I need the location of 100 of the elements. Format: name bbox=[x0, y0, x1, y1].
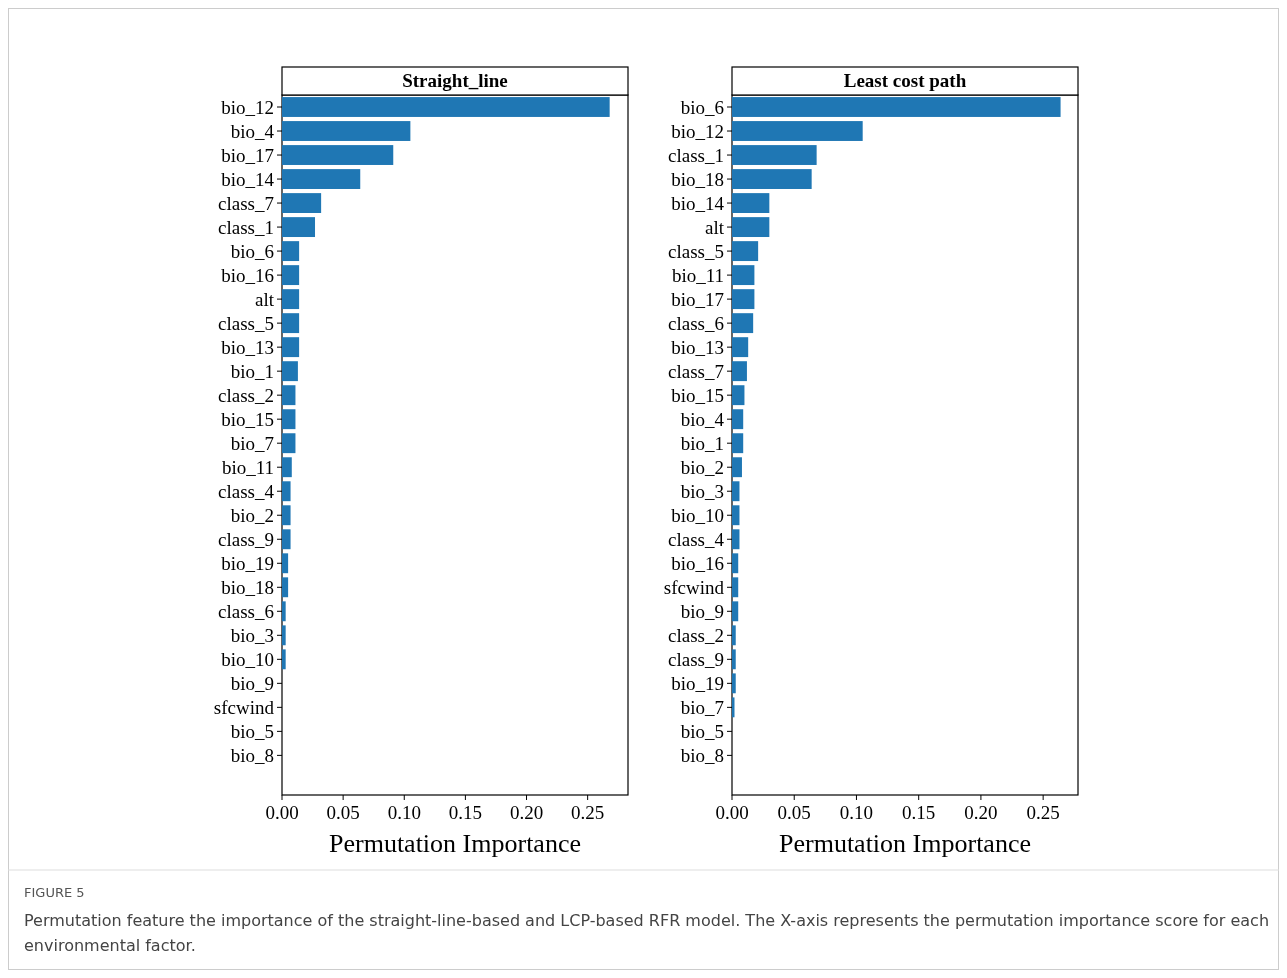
x-tick-label: 0.10 bbox=[839, 802, 874, 823]
y-tick-label: bio_10 bbox=[671, 504, 724, 526]
y-tick-label: bio_19 bbox=[221, 552, 274, 574]
y-tick-label: bio_16 bbox=[221, 264, 274, 286]
bar bbox=[282, 289, 300, 310]
bar bbox=[282, 169, 361, 189]
y-tick-label: bio_15 bbox=[671, 384, 724, 406]
y-tick-label: bio_19 bbox=[671, 672, 724, 694]
text: Permutation feature the importance of the straight-line-based and LCP-based RFR model. The X-axis represents the permutation importance score for each environmental factor. bbox=[24, 911, 1270, 955]
bar bbox=[282, 337, 300, 358]
bar bbox=[732, 505, 740, 526]
y-tick-label: bio_12 bbox=[221, 96, 274, 118]
y-tick-label: class_2 bbox=[668, 624, 724, 646]
bar bbox=[282, 577, 289, 598]
y-tick-label: bio_14 bbox=[221, 168, 275, 190]
y-tick-label: class_1 bbox=[218, 216, 274, 238]
bar bbox=[732, 649, 736, 670]
x-axis-title: Permutation Importance bbox=[779, 829, 1031, 858]
y-tick-label: class_1 bbox=[668, 144, 724, 166]
y-tick-label: bio_9 bbox=[230, 672, 274, 694]
y-tick-label: bio_14 bbox=[671, 192, 725, 214]
bar bbox=[282, 217, 316, 238]
y-tick-label: class_5 bbox=[668, 240, 724, 262]
y-tick-label: bio_5 bbox=[680, 721, 724, 743]
bar bbox=[282, 145, 394, 165]
bar bbox=[732, 289, 755, 310]
bar bbox=[282, 409, 296, 430]
bar bbox=[282, 529, 291, 550]
y-tick-label: bio_17 bbox=[221, 144, 274, 166]
y-tick-label: bio_16 bbox=[671, 552, 724, 574]
y-tick-label: bio_2 bbox=[680, 456, 724, 478]
y-tick-label: alt bbox=[705, 216, 725, 238]
bar bbox=[732, 481, 740, 502]
bar bbox=[732, 313, 754, 334]
bar bbox=[282, 121, 411, 141]
bar bbox=[732, 529, 740, 550]
y-tick-label: bio_15 bbox=[221, 408, 274, 430]
y-tick-label: class_7 bbox=[668, 360, 724, 382]
y-tick-label: sfcwind bbox=[213, 697, 275, 718]
y-tick-label: bio_4 bbox=[230, 120, 275, 142]
y-tick-label: bio_2 bbox=[230, 504, 274, 526]
bar bbox=[282, 457, 292, 478]
y-tick-label: bio_12 bbox=[671, 120, 724, 142]
x-tick-label: 0.25 bbox=[571, 802, 605, 823]
bar bbox=[732, 385, 745, 406]
x-tick-label: 0.15 bbox=[448, 802, 483, 823]
bar bbox=[732, 217, 770, 238]
bar bbox=[282, 433, 296, 454]
bar bbox=[732, 169, 812, 189]
bar bbox=[282, 649, 286, 670]
chart-title: Least cost path bbox=[843, 70, 967, 91]
y-tick-label: class_9 bbox=[218, 528, 274, 550]
y-tick-label: bio_7 bbox=[230, 432, 274, 454]
x-tick-label: 0.05 bbox=[777, 802, 811, 823]
x-axis-title: Permutation Importance bbox=[329, 829, 581, 858]
x-tick-label: 0.15 bbox=[902, 802, 936, 823]
bar bbox=[732, 121, 863, 141]
bar bbox=[282, 481, 291, 502]
y-tick-label: bio_6 bbox=[230, 240, 274, 262]
y-tick-label: bio_10 bbox=[221, 648, 274, 670]
y-tick-label: class_9 bbox=[668, 648, 724, 670]
bar bbox=[282, 625, 286, 646]
bar bbox=[732, 337, 749, 358]
y-tick-label: bio_17 bbox=[671, 288, 724, 310]
y-tick-label: class_6 bbox=[668, 312, 724, 334]
y-tick-label: bio_3 bbox=[230, 624, 274, 646]
x-tick-label: 0.10 bbox=[387, 802, 421, 823]
y-tick-label: alt bbox=[255, 288, 275, 310]
y-tick-label: bio_3 bbox=[680, 480, 724, 502]
bar bbox=[282, 385, 296, 406]
chart-title: Straight_line bbox=[402, 70, 508, 91]
y-tick-label: class_4 bbox=[668, 528, 725, 550]
bar bbox=[732, 145, 817, 165]
y-tick-label: class_5 bbox=[218, 312, 274, 334]
x-tick-label: 0.00 bbox=[265, 802, 299, 823]
bar bbox=[732, 193, 770, 213]
y-tick-label: bio_7 bbox=[680, 697, 724, 718]
bar bbox=[732, 361, 747, 382]
bar bbox=[282, 601, 286, 622]
bar bbox=[282, 553, 289, 574]
y-tick-label: bio_5 bbox=[230, 721, 274, 743]
x-tick-label: 0.05 bbox=[326, 802, 360, 823]
x-tick-label: 0.25 bbox=[1026, 802, 1060, 823]
y-tick-label: bio_11 bbox=[671, 264, 724, 286]
y-tick-label: class_4 bbox=[218, 480, 275, 502]
x-tick-label: 0.20 bbox=[964, 802, 998, 823]
y-tick-label: bio_4 bbox=[680, 408, 725, 430]
y-tick-label: class_2 bbox=[218, 384, 274, 406]
y-tick-label: bio_8 bbox=[680, 745, 724, 767]
bar bbox=[282, 313, 300, 334]
bar bbox=[732, 265, 755, 286]
bar bbox=[282, 505, 291, 526]
bar bbox=[732, 625, 736, 646]
x-tick-label: 0.20 bbox=[509, 802, 544, 823]
bar bbox=[732, 409, 744, 430]
y-tick-label: bio_1 bbox=[680, 432, 724, 454]
bar bbox=[732, 577, 739, 598]
y-tick-label: bio_6 bbox=[680, 96, 724, 118]
y-tick-label: class_6 bbox=[218, 600, 274, 622]
bar bbox=[732, 553, 739, 574]
